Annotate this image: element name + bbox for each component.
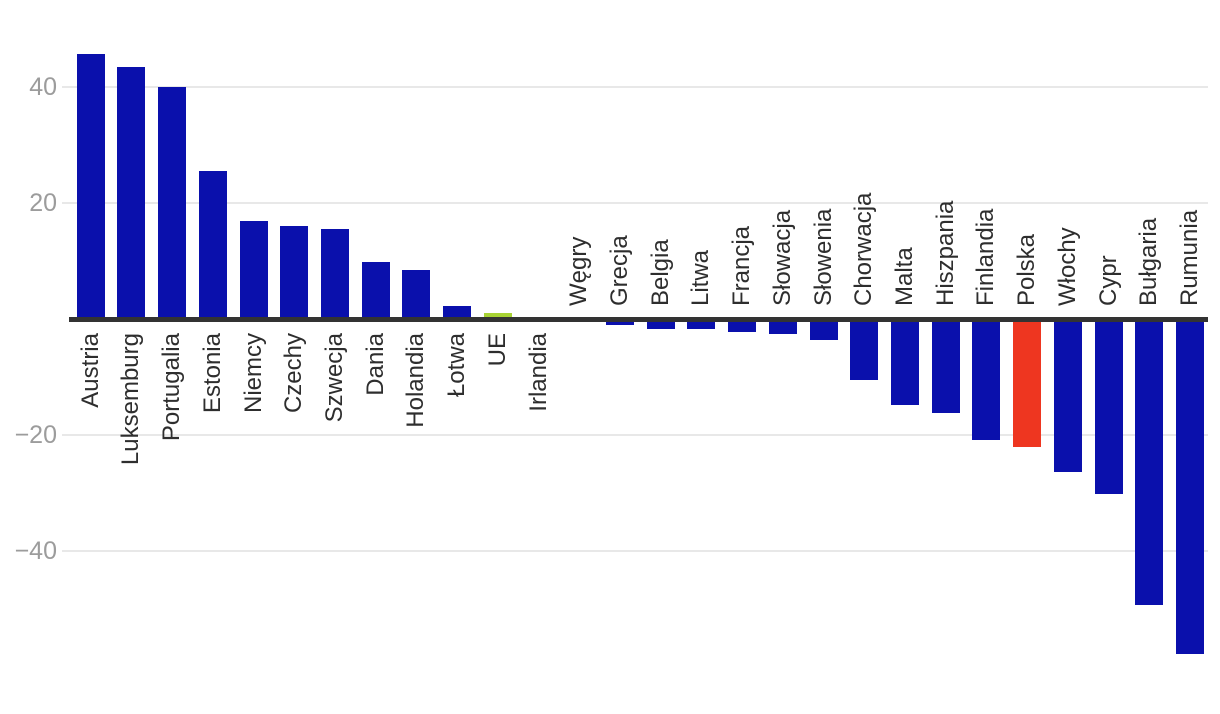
- bar-ue: [483, 313, 512, 319]
- axis-label-szwecja: Szwecja: [320, 333, 348, 423]
- bar-cypr: [1094, 319, 1123, 494]
- axis-label-grecja: Grecja: [605, 235, 633, 306]
- axis-label-malta: Malta: [890, 247, 918, 306]
- bar-rumunia: [1175, 319, 1204, 654]
- bar-luksemburg: [117, 66, 146, 319]
- axis-label-dania: Dania: [361, 333, 389, 396]
- axis-label-lotwa: Łotwa: [443, 333, 471, 398]
- bar-polska: [1013, 319, 1042, 447]
- bar-szwecja: [320, 228, 349, 319]
- y-tick-label: 20: [29, 189, 57, 217]
- bar-wlochy: [1053, 319, 1082, 473]
- bar-chorwacja: [850, 319, 879, 380]
- axis-label-wegry: Węgry: [565, 236, 593, 306]
- axis-label-wlochy: Włochy: [1053, 227, 1081, 306]
- gridline-40: [62, 86, 1208, 88]
- axis-label-slowacja: Słowacja: [768, 209, 796, 306]
- bar-belgia: [646, 319, 675, 329]
- gridline--20: [62, 434, 1208, 436]
- bar-portugalia: [158, 87, 187, 319]
- axis-label-hiszpania: Hiszpania: [931, 200, 959, 306]
- bar-hiszpania: [931, 319, 960, 413]
- axis-label-polska: Polska: [1013, 233, 1041, 306]
- bar-litwa: [687, 319, 716, 330]
- axis-label-portugalia: Portugalia: [158, 333, 186, 442]
- bar-dania: [361, 261, 390, 319]
- bar-lotwa: [443, 306, 472, 319]
- axis-label-irlandia: Irlandia: [524, 333, 552, 412]
- axis-label-rumunia: Rumunia: [1175, 209, 1203, 306]
- axis-label-chorwacja: Chorwacja: [850, 192, 878, 306]
- bar-malta: [890, 319, 919, 405]
- bar-bulgaria: [1135, 319, 1164, 605]
- bar-francja: [728, 319, 757, 332]
- axis-label-luksemburg: Luksemburg: [117, 333, 145, 466]
- bar-holandia: [402, 270, 431, 319]
- bar-estonia: [198, 171, 227, 319]
- y-tick-label: −20: [14, 421, 57, 449]
- axis-label-holandia: Holandia: [402, 333, 430, 428]
- axis-label-francja: Francja: [728, 225, 756, 306]
- axis-label-slowenia: Słowenia: [809, 208, 837, 306]
- bar-czechy: [280, 226, 309, 319]
- y-tick-label: 40: [29, 73, 57, 101]
- bar-austria: [76, 53, 105, 319]
- bar-slowenia: [809, 319, 838, 340]
- axis-label-cypr: Cypr: [1094, 255, 1122, 306]
- axis-label-austria: Austria: [76, 333, 104, 408]
- gridline--40: [62, 550, 1208, 552]
- gridline-20: [62, 202, 1208, 204]
- bar-finlandia: [972, 319, 1001, 441]
- axis-label-bulgaria: Bułgaria: [1135, 217, 1163, 306]
- axis-label-belgia: Belgia: [646, 239, 674, 306]
- axis-label-estonia: Estonia: [198, 333, 226, 414]
- axis-label-ue: UE: [483, 333, 511, 367]
- axis-label-finlandia: Finlandia: [972, 208, 1000, 306]
- x-axis-line: [69, 316, 1208, 322]
- axis-label-litwa: Litwa: [687, 249, 715, 306]
- bar-slowacja: [768, 319, 797, 334]
- y-tick-label: −40: [14, 537, 57, 565]
- bar-niemcy: [239, 220, 268, 319]
- axis-label-czechy: Czechy: [280, 333, 308, 414]
- axis-label-niemcy: Niemcy: [239, 333, 267, 414]
- bar-grecja: [605, 319, 634, 325]
